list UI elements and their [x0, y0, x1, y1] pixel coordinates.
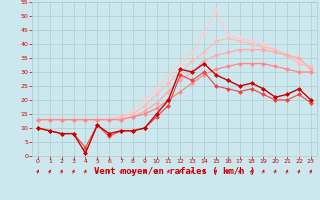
X-axis label: Vent moyen/en rafales ( km/h ): Vent moyen/en rafales ( km/h )	[94, 167, 255, 176]
